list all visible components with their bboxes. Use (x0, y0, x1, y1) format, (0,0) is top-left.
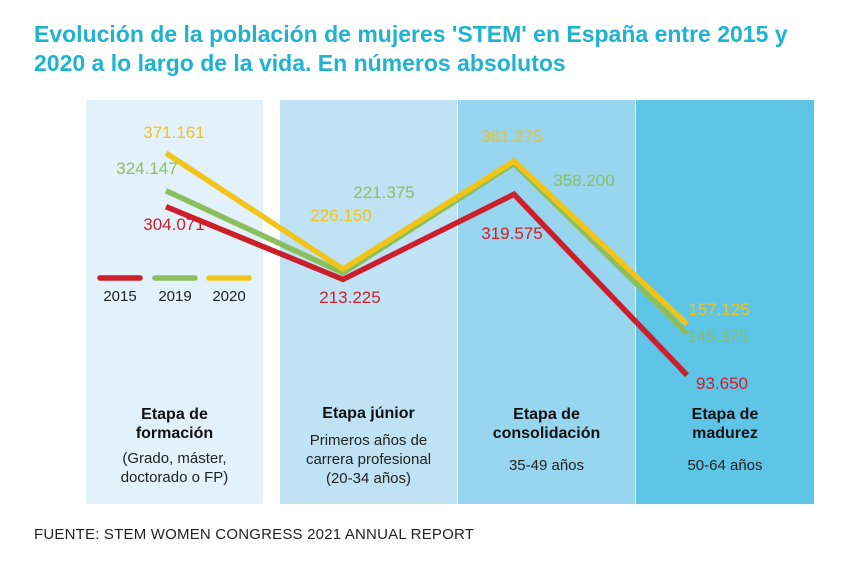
stage-title: consolidación (493, 425, 601, 442)
data-label-2015: 213.225 (319, 288, 380, 307)
data-label-2019: 358.200 (553, 171, 614, 190)
series-lines (164, 150, 689, 378)
stage-band-1 (86, 100, 263, 504)
data-label-2020: 157.125 (688, 300, 749, 319)
stage-title: Etapa de (141, 406, 208, 423)
stage-title: madurez (692, 425, 758, 442)
data-labels: 304.071 213.225 319.575 93.650 324.147 221.37… (116, 123, 749, 393)
stage-description: 50-64 años (687, 457, 762, 474)
stage-description: carrera profesional (306, 451, 431, 468)
data-label-2020: 361.275 (481, 127, 542, 146)
series-line-2020 (164, 150, 689, 327)
data-label-2015: 304.071 (143, 215, 204, 234)
legend-label-2020: 2020 (212, 288, 245, 305)
stage-title: Etapa de (513, 406, 580, 423)
stage-labels: Etapa de formación (Grado, máster, doctorad… (121, 405, 763, 487)
stage-bands (86, 100, 814, 504)
stage-description: (Grado, máster, (122, 450, 226, 467)
data-label-2019: 145.375 (687, 327, 748, 346)
data-label-2015: 319.575 (481, 224, 542, 243)
stage-description: doctorado o FP) (121, 469, 229, 486)
data-label-2020: 226.150 (310, 206, 371, 225)
stage-title: Etapa de (692, 406, 759, 423)
stage-band-3 (458, 100, 635, 504)
data-label-2015: 93.650 (696, 374, 748, 393)
legend-label-2019: 2019 (158, 288, 191, 305)
stage-band-2 (280, 100, 457, 504)
stage-title: Etapa júnior (322, 405, 414, 422)
legend-label-2015: 2015 (103, 288, 136, 305)
chart-title: Evolución de la población de mujeres 'ST… (34, 21, 788, 76)
data-label-2020: 371.161 (143, 123, 204, 142)
stage-title: formación (136, 425, 213, 442)
stage-description: 35-49 años (509, 457, 584, 474)
stage-description: Primeros años de (310, 432, 428, 449)
data-label-2019: 221.375 (353, 183, 414, 202)
data-label-2019: 324.147 (116, 159, 177, 178)
legend: 2015 2019 2020 (97, 275, 252, 305)
stage-description: (20-34 años) (326, 470, 411, 487)
series-line-2015 (164, 190, 689, 378)
source-note: FUENTE: STEM WOMEN CONGRESS 2021 ANNUAL … (34, 526, 475, 543)
